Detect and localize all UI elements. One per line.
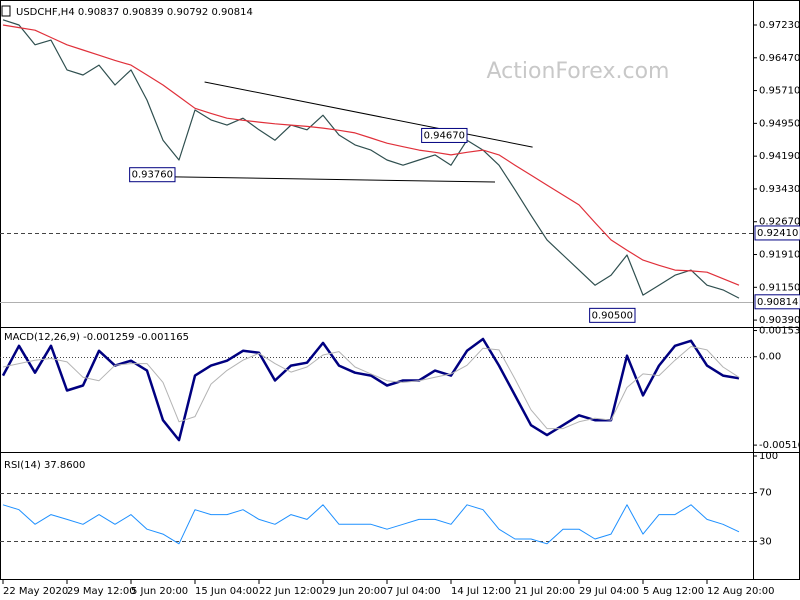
panel-title: MACD(12,26,9) -0.001259 -0.001165 (4, 332, 189, 343)
y-tick-label: 0.96470 (759, 53, 800, 64)
x-tick-label: 29 May 12:00 (67, 586, 136, 597)
panel-title: RSI(14) 37.8600 (4, 460, 85, 471)
level-label-box (754, 225, 800, 241)
level-label: 0.90814 (754, 294, 800, 310)
y-tick-label: 0.001532 (759, 326, 800, 337)
series-line (2, 24, 740, 286)
y-tick-label: 0.91910 (759, 250, 800, 261)
x-tick-label: 15 Jun 04:00 (195, 586, 259, 597)
y-tick-label: 0.93430 (759, 184, 800, 195)
frame (0, 0, 800, 580)
price-annotation: 0.93760 (129, 167, 176, 183)
price-annotation-text: 0.93760 (132, 170, 173, 181)
level-label-text: 0.90814 (757, 297, 798, 308)
series-line (2, 504, 740, 545)
level-label-box (754, 294, 800, 310)
y-tick-label: 0.94190 (759, 151, 800, 162)
x-tick-label: 5 Aug 12:00 (643, 586, 704, 597)
series-line (2, 346, 740, 430)
panel-title: USDCHF,H4 0.90837 0.90839 0.90792 0.9081… (16, 7, 253, 18)
x-tick-label: 21 Jul 20:00 (515, 586, 575, 597)
series-line (1, 337, 740, 442)
y-tick-label: 70 (759, 488, 772, 499)
price-annotation-box (421, 127, 468, 143)
y-tick-label: 100 (759, 451, 778, 462)
x-tick-label: 14 Jul 12:00 (451, 586, 511, 597)
y-tick-label: 30 (759, 536, 772, 547)
price-annotation-box (129, 167, 176, 183)
x-tick-label: 29 Jul 04:00 (579, 586, 639, 597)
trendline (174, 176, 496, 183)
x-tick-label: 7 Jul 04:00 (387, 586, 441, 597)
watermark: ActionForex.com (487, 59, 670, 84)
x-tick-label: 22 Jun 12:00 (259, 586, 323, 597)
level-label-text: 0.92410 (757, 228, 798, 239)
price-annotation: 0.90500 (589, 307, 636, 323)
x-tick-label: 12 Aug 20:00 (707, 586, 774, 597)
level-label: 0.92410 (754, 225, 800, 241)
symbol-icon (1, 5, 11, 17)
y-tick-label: 0.00 (759, 352, 781, 363)
y-tick-label: 0.91150 (759, 282, 800, 293)
y-tick-label: -0.005164 (759, 440, 800, 451)
y-tick-label: 0.90390 (759, 315, 800, 326)
x-tick-label: 29 Jun 20:00 (323, 586, 387, 597)
y-tick-label: 0.95710 (759, 86, 800, 97)
price-annotation: 0.94670 (421, 127, 468, 143)
x-tick-label: 5 Jun 20:00 (131, 586, 188, 597)
y-tick-label: 0.92670 (759, 217, 800, 228)
x-tick-label: 22 May 2020 (3, 586, 68, 597)
y-tick-label: 0.97230 (759, 20, 800, 31)
price-annotation-text: 0.90500 (592, 310, 633, 321)
y-tick-label: 0.94950 (759, 118, 800, 129)
price-annotation-box (589, 307, 636, 323)
trendline (204, 81, 533, 148)
series-line (2, 19, 740, 299)
price-annotation-text: 0.94670 (424, 130, 465, 141)
